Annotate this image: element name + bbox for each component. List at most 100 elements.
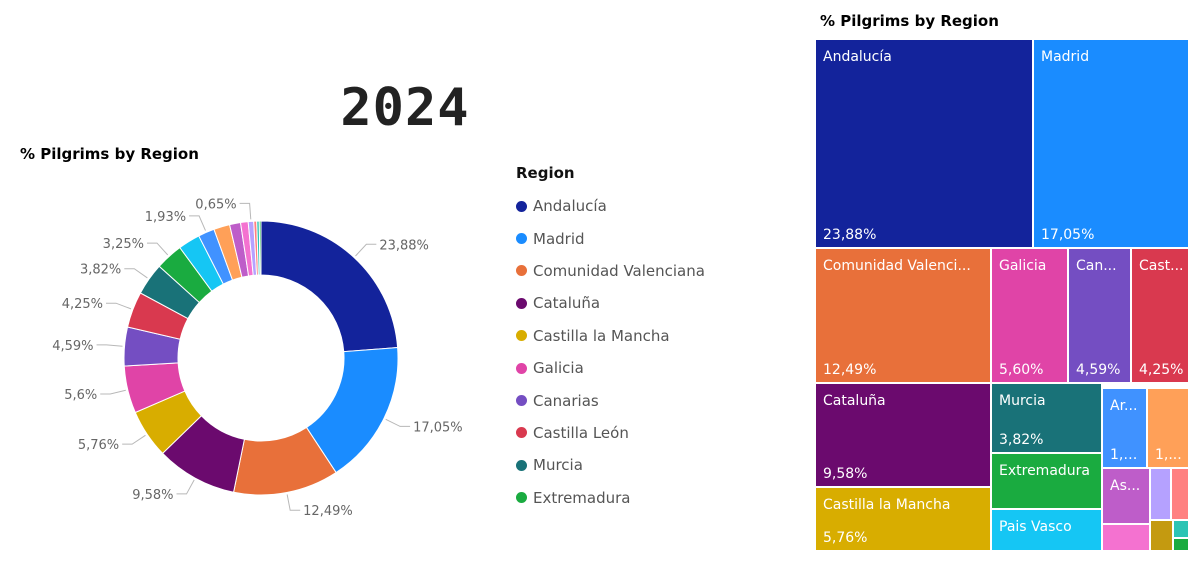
treemap-tile-other-12[interactable] bbox=[1151, 469, 1172, 521]
treemap-tile-as[interactable]: As... bbox=[1103, 469, 1151, 525]
tile-label: Pais Vasco bbox=[999, 519, 1072, 535]
tile-label: Murcia bbox=[999, 393, 1046, 409]
legend-item-comunidad-valenciana[interactable]: Comunidad Valenciana bbox=[516, 255, 705, 287]
treemap-tile-other-16[interactable] bbox=[1103, 525, 1151, 552]
treemap-tile-other-13[interactable] bbox=[1172, 469, 1190, 521]
data-label-leader bbox=[189, 215, 206, 231]
legend-label: Castilla la Mancha bbox=[533, 326, 670, 345]
data-label: 12,49% bbox=[303, 504, 353, 519]
treemap-tile-other-17[interactable] bbox=[1151, 521, 1174, 552]
tile-value: 9,58% bbox=[823, 466, 868, 482]
legend-marker bbox=[516, 297, 527, 309]
tile-label: Ar... bbox=[1110, 398, 1138, 414]
data-label: 5,6% bbox=[64, 388, 97, 403]
treemap-tile-castilla-la-mancha[interactable]: Castilla la Mancha 5,76% bbox=[816, 488, 992, 552]
tile-label: As... bbox=[1110, 478, 1141, 494]
data-label: 3,25% bbox=[103, 237, 144, 252]
treemap-tile-other-9[interactable]: 1,... bbox=[1148, 389, 1190, 469]
legend-label: Castilla León bbox=[533, 423, 629, 442]
donut-chart-title: % Pilgrims by Region bbox=[20, 145, 199, 163]
treemap-tile-andalucia[interactable]: Andalucía 23,88% bbox=[816, 40, 1034, 249]
tile-value: 5,76% bbox=[823, 530, 868, 546]
data-label-leader bbox=[355, 243, 377, 257]
data-label: 0,65% bbox=[195, 197, 236, 212]
legend-label: Andalucía bbox=[533, 197, 607, 216]
tile-value: 12,49% bbox=[823, 362, 877, 378]
legend-marker bbox=[516, 200, 527, 212]
treemap-tile-murcia[interactable]: Murcia 3,82% bbox=[992, 384, 1103, 454]
legend-item-castilla-leon[interactable]: Castilla León bbox=[516, 417, 705, 449]
treemap-tile-madrid[interactable]: Madrid 17,05% bbox=[1034, 40, 1190, 249]
donut-chart: 23,88% 17,05% 12,49% 9,58% 5,76% 5,6% 4,59% 4,2… bbox=[52, 197, 463, 519]
legend-label: Cataluña bbox=[533, 294, 601, 313]
legend-marker bbox=[516, 427, 527, 439]
tile-label: Comunidad Valenci... bbox=[823, 258, 971, 274]
tile-value: 1,9... bbox=[1110, 447, 1142, 463]
tile-value: 1,... bbox=[1155, 447, 1182, 463]
data-label-leader bbox=[176, 479, 195, 495]
data-label: 3,82% bbox=[80, 263, 121, 278]
legend-label: Galicia bbox=[533, 359, 584, 378]
donut-slice-other-18[interactable] bbox=[258, 220, 262, 276]
legend-label: Extremadura bbox=[533, 488, 631, 507]
legend-item-canarias[interactable]: Canarias bbox=[516, 384, 705, 416]
legend-marker bbox=[516, 362, 527, 374]
tile-value: 3,82% bbox=[999, 432, 1044, 448]
donut-legend: Region Andalucía Madrid Comunidad Valencia… bbox=[516, 164, 705, 514]
data-label-leader bbox=[146, 242, 169, 256]
treemap-tile-other-18[interactable] bbox=[1174, 521, 1190, 539]
legend-marker bbox=[516, 395, 527, 407]
tile-value: 5,60% bbox=[999, 362, 1044, 378]
tile-label: Galicia bbox=[999, 258, 1047, 274]
data-label-leader bbox=[239, 202, 252, 220]
treemap-tile-comunidad-valenciana[interactable]: Comunidad Valenci... 12,49% bbox=[816, 249, 992, 384]
tile-label: Extremadura bbox=[999, 463, 1090, 479]
legend-item-madrid[interactable]: Madrid bbox=[516, 222, 705, 254]
data-label-leader bbox=[106, 302, 132, 310]
tile-value: 4,25% bbox=[1139, 362, 1184, 378]
tile-label: Castilla la Mancha bbox=[823, 497, 951, 513]
data-label-leader bbox=[100, 389, 126, 395]
treemap-tile-ar[interactable]: Ar... 1,9... bbox=[1103, 389, 1148, 469]
legend-marker bbox=[516, 459, 527, 471]
tile-value: 4,59% bbox=[1076, 362, 1121, 378]
tile-label: Andalucía bbox=[823, 49, 892, 65]
legend-item-murcia[interactable]: Murcia bbox=[516, 449, 705, 481]
legend-marker bbox=[516, 233, 527, 245]
tile-value: 17,05% bbox=[1041, 227, 1095, 243]
treemap-title: % Pilgrims by Region bbox=[820, 12, 999, 30]
legend-label: Canarias bbox=[533, 391, 599, 410]
legend-item-cataluna[interactable]: Cataluña bbox=[516, 287, 705, 319]
year-heading: 2024 bbox=[340, 78, 470, 138]
treemap-tile-galicia[interactable]: Galicia 5,60% bbox=[992, 249, 1069, 384]
data-label-leader bbox=[122, 434, 146, 445]
legend-label: Murcia bbox=[533, 456, 583, 475]
data-label: 17,05% bbox=[413, 420, 463, 435]
treemap-tile-pais-vasco[interactable]: Pais Vasco bbox=[992, 510, 1103, 552]
data-label: 9,58% bbox=[132, 488, 173, 503]
legend-item-andalucia[interactable]: Andalucía bbox=[516, 190, 705, 222]
tile-label: Can... bbox=[1076, 258, 1117, 274]
data-label-leader bbox=[96, 344, 123, 347]
donut-slice-andalucia[interactable] bbox=[260, 220, 399, 353]
tile-label: Madrid bbox=[1041, 49, 1090, 65]
tile-label: Cataluña bbox=[823, 393, 886, 409]
data-label: 1,93% bbox=[145, 210, 186, 225]
treemap-tile-castilla-leon[interactable]: Cast... 4,25% bbox=[1132, 249, 1190, 384]
legend-item-castilla-la-mancha[interactable]: Castilla la Mancha bbox=[516, 320, 705, 352]
treemap-tile-extremadura[interactable]: Extremadura bbox=[992, 454, 1103, 510]
data-label-leader bbox=[385, 418, 411, 427]
data-label: 23,88% bbox=[379, 238, 429, 253]
treemap-tile-other-19[interactable] bbox=[1174, 539, 1190, 552]
legend-item-galicia[interactable]: Galicia bbox=[516, 352, 705, 384]
data-label-leader bbox=[124, 268, 148, 279]
data-label: 4,59% bbox=[52, 339, 93, 354]
tile-value: 23,88% bbox=[823, 227, 877, 243]
legend-label: Madrid bbox=[533, 229, 585, 248]
treemap-tile-cataluna[interactable]: Cataluña 9,58% bbox=[816, 384, 992, 488]
tile-label: Cast... bbox=[1139, 258, 1184, 274]
data-label: 4,25% bbox=[62, 297, 103, 312]
treemap-tile-canarias[interactable]: Can... 4,59% bbox=[1069, 249, 1132, 384]
legend-item-extremadura[interactable]: Extremadura bbox=[516, 482, 705, 514]
data-label-leader bbox=[286, 494, 301, 511]
